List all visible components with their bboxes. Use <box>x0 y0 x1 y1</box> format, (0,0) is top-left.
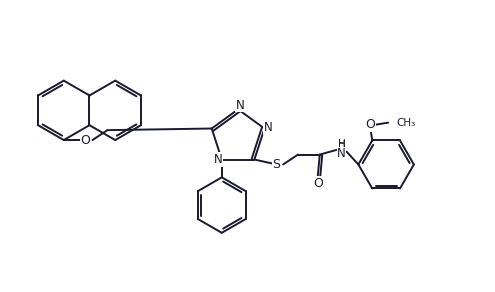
Text: N: N <box>213 153 222 166</box>
Text: H: H <box>338 140 346 150</box>
Text: O: O <box>365 118 375 131</box>
Text: N: N <box>236 99 245 112</box>
Text: S: S <box>272 158 280 171</box>
Text: N: N <box>337 147 346 160</box>
Text: O: O <box>81 133 91 147</box>
Text: O: O <box>313 177 323 190</box>
Text: N: N <box>264 121 273 134</box>
Text: H
N: H N <box>338 139 346 160</box>
Text: CH₃: CH₃ <box>396 118 415 128</box>
